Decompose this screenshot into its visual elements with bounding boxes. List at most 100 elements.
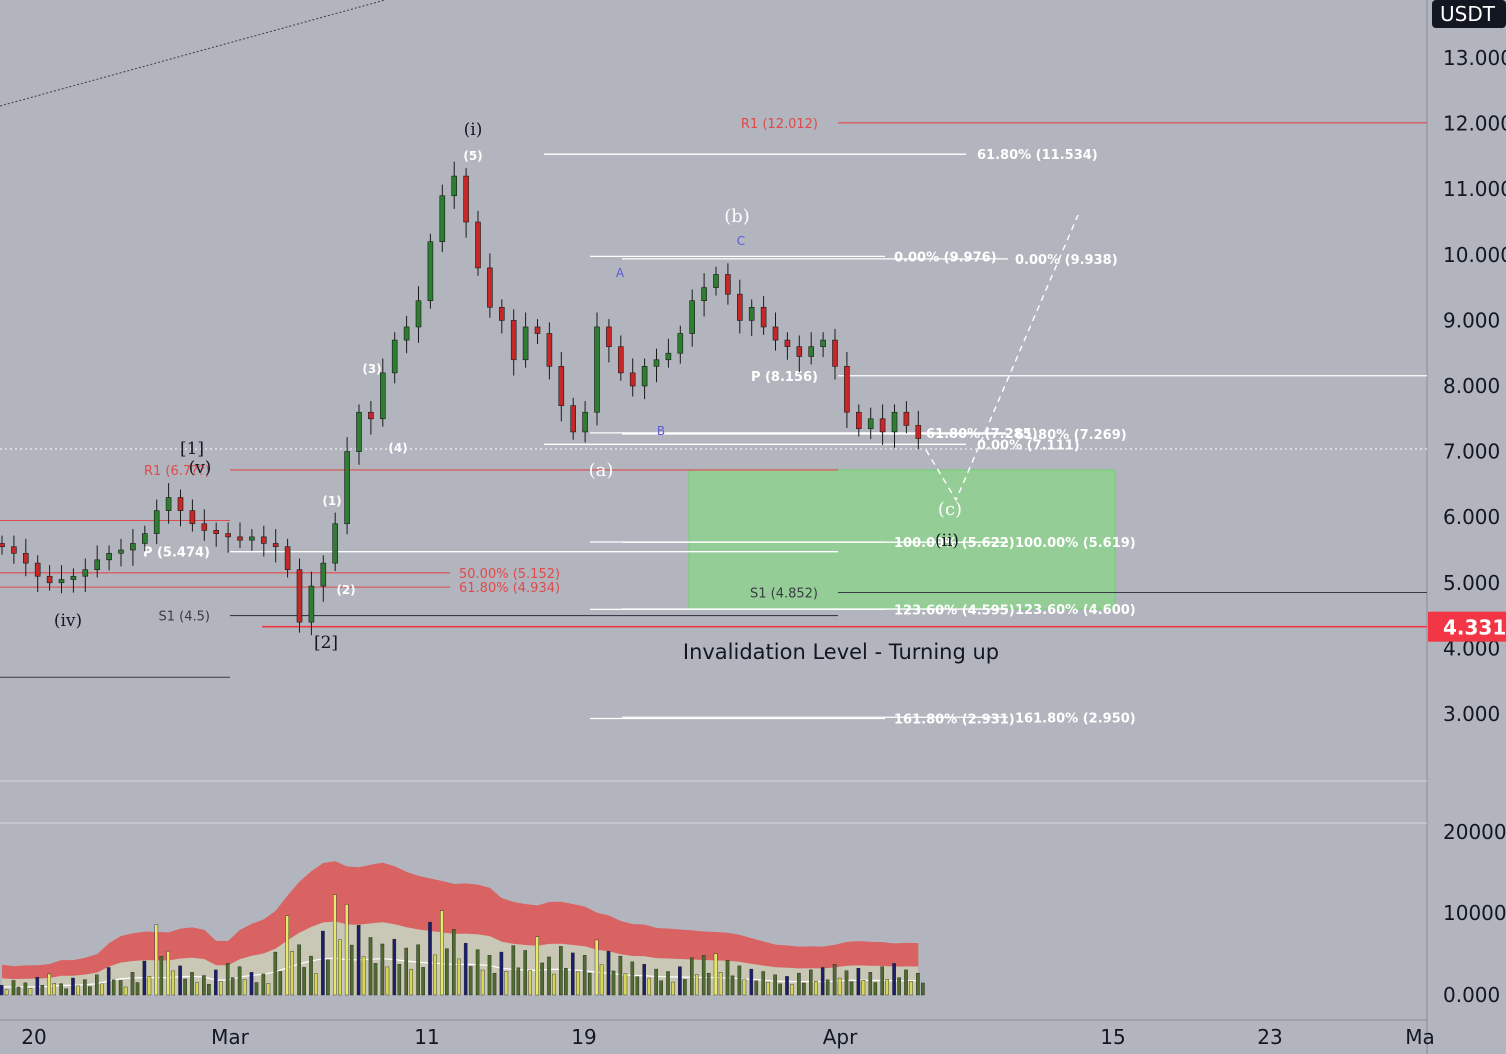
volume-bar <box>457 958 461 996</box>
price-tick-label: 6.000 <box>1443 505 1500 529</box>
wave-label: (5) <box>463 149 482 163</box>
volume-bar <box>171 970 176 996</box>
fib-0-c-label: 0.00% (7.111) <box>977 438 1080 453</box>
candle-body <box>153 510 160 534</box>
volume-bar <box>730 975 735 996</box>
volume-bar <box>433 954 437 996</box>
wave-label: [2] <box>314 633 338 653</box>
candle-body <box>665 352 672 361</box>
volume-bar <box>88 986 92 996</box>
candle-body <box>22 552 29 564</box>
candle-body <box>106 552 112 561</box>
candle-body <box>582 411 588 433</box>
volume-bar <box>166 951 171 996</box>
volume-bar <box>421 967 425 996</box>
volume-bar <box>202 975 206 996</box>
volume-bar <box>713 953 718 996</box>
candle-body <box>118 549 124 554</box>
price-tick-label: 11.000 <box>1443 177 1506 201</box>
volume-bar <box>440 910 444 996</box>
candle-body <box>368 411 374 420</box>
candle-body <box>570 405 577 433</box>
volume-bar <box>837 977 842 996</box>
volume-bar <box>535 936 539 996</box>
candle-body <box>237 536 243 541</box>
candle-body <box>629 372 636 387</box>
candle-body <box>855 411 862 429</box>
volume-bar <box>594 939 599 996</box>
candle-body <box>891 411 898 433</box>
price-tick-label: 7.000 <box>1443 440 1500 464</box>
candle-body <box>284 546 291 570</box>
wave-label: [1] <box>180 439 204 459</box>
volume-bar <box>523 950 527 996</box>
volume-bar <box>618 955 623 996</box>
price-tick-label: 10.000 <box>1443 243 1506 267</box>
candle-body <box>879 418 886 433</box>
volume-bar <box>71 977 75 996</box>
candle-body <box>0 543 5 548</box>
volume-bar <box>892 963 896 996</box>
volume-bar <box>825 979 830 996</box>
wave-label: (1) <box>322 494 341 508</box>
volume-bar <box>123 986 128 996</box>
candle-body <box>451 175 458 197</box>
volume-bar <box>130 972 135 996</box>
candle-body <box>487 267 493 308</box>
volume-bar <box>76 985 80 996</box>
invalidation-annotation: Invalidation Level - Turning up <box>683 640 999 664</box>
volume-bar <box>290 951 295 996</box>
volume-bar <box>333 894 337 996</box>
candle-body <box>332 523 339 564</box>
volume-bar <box>452 929 456 996</box>
volume-bar <box>480 969 485 996</box>
volume-bar <box>809 969 813 996</box>
wave-label: (2) <box>336 583 355 597</box>
volume-bar <box>356 925 361 996</box>
projection-path <box>925 214 1079 502</box>
volume-bar <box>790 984 794 996</box>
volume-bar <box>285 915 290 996</box>
volume-bar <box>16 986 21 996</box>
volume-bar <box>23 982 28 996</box>
volume-bar <box>273 951 278 996</box>
volume-bar <box>487 955 492 996</box>
candle-body <box>391 339 398 374</box>
volume-bar <box>225 963 230 996</box>
volume-bar <box>0 985 4 996</box>
volume-bar <box>492 972 497 996</box>
candle-body <box>249 536 255 541</box>
volume-bar <box>380 943 385 996</box>
volume-bar <box>349 944 354 996</box>
volume-bar <box>814 980 818 996</box>
volume-bar <box>404 947 409 996</box>
volume-bar <box>611 970 616 996</box>
volume-bar <box>218 980 223 996</box>
volume-bar <box>47 973 51 996</box>
volume-bar <box>11 980 16 996</box>
volume-bar <box>880 966 884 996</box>
candle-body <box>344 451 350 525</box>
volume-bar <box>773 974 777 996</box>
volume-bar <box>83 979 87 996</box>
fib-1618-b-label: 161.80% (2.950) <box>1015 711 1136 726</box>
candle-body <box>272 543 279 548</box>
price-tick-label: 3.000 <box>1443 702 1500 726</box>
volume-bar <box>237 966 242 996</box>
volume-bar <box>897 977 901 996</box>
candle-body <box>748 306 755 321</box>
volume-bar <box>321 930 325 996</box>
volume-bar <box>99 983 104 996</box>
trendline <box>0 0 386 107</box>
candle-body <box>70 575 77 580</box>
candle-body <box>617 346 624 374</box>
volume-bar <box>749 968 754 996</box>
candle-body <box>403 326 410 341</box>
fib-100-a-label: 100.00% (5.622) <box>894 536 1015 551</box>
volume-bar <box>428 921 432 996</box>
currency-badge <box>1432 0 1506 28</box>
time-tick-label: 15 <box>1100 1025 1125 1049</box>
wave-label: (v) <box>189 458 212 478</box>
candle-body <box>784 339 791 347</box>
